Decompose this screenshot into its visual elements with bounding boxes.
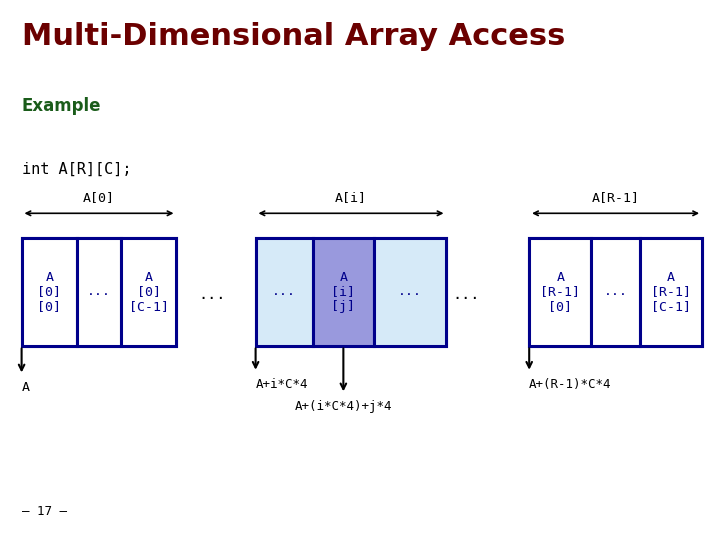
- Bar: [77, 238, 121, 346]
- Text: A+(i*C*4)+j*4: A+(i*C*4)+j*4: [294, 400, 392, 413]
- Bar: [121, 238, 176, 346]
- Text: A
[R-1]
[C-1]: A [R-1] [C-1]: [651, 271, 691, 313]
- Text: A
[i]
[j]: A [i] [j]: [331, 271, 356, 313]
- Text: – 17 –: – 17 –: [22, 505, 66, 518]
- Text: A[R-1]: A[R-1]: [592, 191, 639, 204]
- Bar: [529, 238, 591, 346]
- Text: ...: ...: [199, 287, 226, 302]
- Text: ...: ...: [87, 285, 111, 298]
- Text: ...: ...: [398, 285, 422, 298]
- Bar: [256, 238, 313, 346]
- Text: int A[R][C];: int A[R][C];: [22, 162, 131, 177]
- Bar: [591, 238, 640, 346]
- Bar: [22, 238, 77, 346]
- Text: A+(R-1)*C*4: A+(R-1)*C*4: [529, 378, 612, 391]
- Text: A
[0]
[0]: A [0] [0]: [37, 271, 61, 313]
- Bar: [256, 238, 446, 346]
- Text: Example: Example: [22, 97, 101, 115]
- Text: ...: ...: [603, 285, 628, 298]
- Text: ...: ...: [272, 285, 296, 298]
- Text: A
[0]
[C-1]: A [0] [C-1]: [129, 271, 168, 313]
- Text: A+i*C*4: A+i*C*4: [256, 378, 308, 391]
- Bar: [22, 238, 176, 346]
- Text: ...: ...: [453, 287, 480, 302]
- Bar: [312, 238, 374, 346]
- Text: A: A: [22, 381, 30, 394]
- Bar: [529, 238, 702, 346]
- Text: Multi-Dimensional Array Access: Multi-Dimensional Array Access: [22, 22, 565, 51]
- Text: A
[R-1]
[0]: A [R-1] [0]: [540, 271, 580, 313]
- Text: A[i]: A[i]: [335, 191, 367, 204]
- Bar: [374, 238, 446, 346]
- Bar: [640, 238, 702, 346]
- Text: A[0]: A[0]: [83, 191, 115, 204]
